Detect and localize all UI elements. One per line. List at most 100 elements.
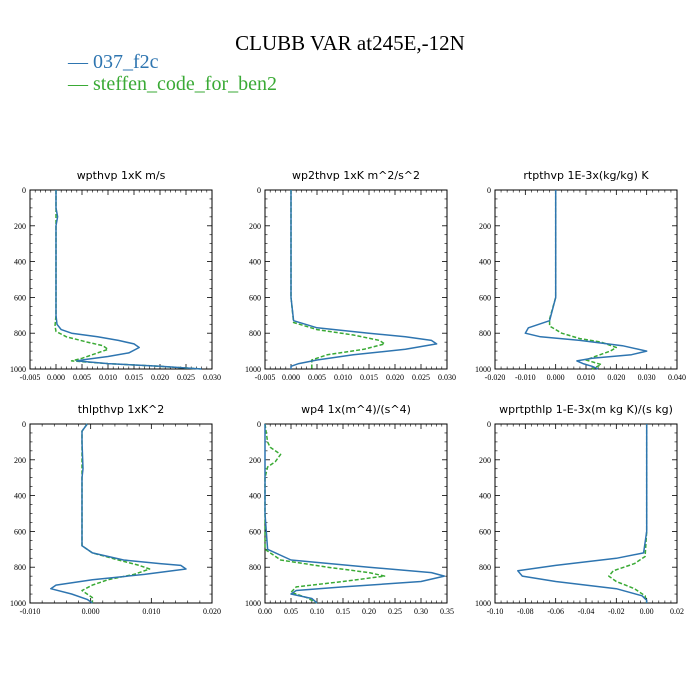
x-tick-label: -0.005 bbox=[255, 373, 276, 382]
x-tick-label: 0.010 bbox=[577, 373, 595, 382]
x-tick-label: 0.010 bbox=[334, 373, 352, 382]
y-tick-label: 200 bbox=[249, 456, 261, 465]
y-tick-label: 600 bbox=[479, 527, 491, 536]
y-tick-label: 400 bbox=[14, 492, 26, 501]
series-line-steffen-code-for-ben2 bbox=[548, 190, 618, 370]
y-tick-label: 800 bbox=[479, 329, 491, 338]
x-tick-label: 0.35 bbox=[440, 607, 454, 616]
x-tick-label: 0.30 bbox=[414, 607, 428, 616]
x-tick-label: 0.020 bbox=[203, 607, 221, 616]
y-tick-label: 600 bbox=[14, 527, 26, 536]
x-tick-label: 0.030 bbox=[203, 373, 221, 382]
x-tick-label: -0.10 bbox=[487, 607, 504, 616]
subplot-title: wprtpthlp 1-E-3x(m kg K)/(s kg) bbox=[499, 403, 673, 416]
figure-title: CLUBB VAR at245E,-12N bbox=[235, 31, 465, 55]
y-tick-label: 1000 bbox=[475, 365, 491, 374]
subplot-title: wpthvp 1xK m/s bbox=[77, 169, 166, 182]
subplot-1: wpthvp 1xK m/s -0.005 0.000 0.005 0.010 0.015… bbox=[10, 169, 221, 382]
y-tick-label: 0 bbox=[257, 186, 261, 195]
x-tick-label: 0.030 bbox=[638, 373, 656, 382]
y-tick-label: 0 bbox=[257, 420, 261, 429]
y-tick-label: 400 bbox=[249, 258, 261, 267]
subplot-title: wp2thvp 1xK m^2/s^2 bbox=[292, 169, 420, 182]
y-tick-label: 600 bbox=[479, 293, 491, 302]
subplot-4: thlpthvp 1xK^2 -0.010 0.000 0.010 0.020 0 200 4… bbox=[10, 403, 221, 616]
y-tick-label: 1000 bbox=[10, 599, 26, 608]
x-tick-label: 0.000 bbox=[547, 373, 565, 382]
y-tick-label: 1000 bbox=[245, 365, 261, 374]
y-tick-label: 600 bbox=[14, 293, 26, 302]
plot-frame bbox=[494, 189, 678, 370]
x-tick-label: 0.005 bbox=[73, 373, 91, 382]
x-tick-label: 0.10 bbox=[310, 607, 324, 616]
legend-entry-steffen-code-for-ben2: — steffen_code_for_ben2 bbox=[67, 73, 277, 95]
x-tick-label: -0.04 bbox=[578, 607, 595, 616]
y-tick-label: 1000 bbox=[475, 599, 491, 608]
series-line-037-f2c bbox=[50, 423, 187, 604]
x-tick-label: 0.20 bbox=[362, 607, 376, 616]
y-tick-label: 400 bbox=[479, 258, 491, 267]
plot-frame bbox=[264, 423, 448, 604]
y-tick-label: 800 bbox=[14, 329, 26, 338]
y-tick-label: 200 bbox=[479, 222, 491, 231]
y-tick-label: 600 bbox=[249, 527, 261, 536]
x-tick-label: 0.040 bbox=[668, 373, 686, 382]
y-tick-label: 200 bbox=[479, 456, 491, 465]
y-tick-label: 600 bbox=[249, 293, 261, 302]
y-tick-label: 400 bbox=[479, 492, 491, 501]
subplot-title: wp4 1x(m^4)/(s^4) bbox=[301, 403, 411, 416]
subplot-title: thlpthvp 1xK^2 bbox=[78, 403, 165, 416]
x-tick-label: -0.08 bbox=[517, 607, 534, 616]
y-tick-label: 0 bbox=[22, 420, 26, 429]
y-tick-label: 800 bbox=[249, 563, 261, 572]
subplot-3: rtpthvp 1E-3x(kg/kg) K -0.020 -0.010 0.000 0… bbox=[475, 169, 686, 382]
x-tick-label: 0.010 bbox=[99, 373, 117, 382]
y-tick-label: 200 bbox=[14, 222, 26, 231]
x-tick-label: 0.00 bbox=[640, 607, 654, 616]
y-tick-label: 800 bbox=[479, 563, 491, 572]
x-tick-label: 0.000 bbox=[47, 373, 65, 382]
x-tick-label: 0.05 bbox=[284, 607, 298, 616]
x-tick-label: 0.00 bbox=[258, 607, 272, 616]
subplot-6: wprtpthlp 1-E-3x(m kg K)/(s kg) -0.10 -0.0… bbox=[475, 403, 684, 616]
legend-entry-037-f2c: — 037_f2c bbox=[67, 51, 159, 73]
y-tick-label: 0 bbox=[487, 186, 491, 195]
x-tick-label: 0.025 bbox=[412, 373, 430, 382]
series-line-037-f2c bbox=[524, 190, 648, 370]
series-line-steffen-code-for-ben2 bbox=[81, 423, 151, 603]
y-tick-label: 0 bbox=[487, 420, 491, 429]
x-tick-label: -0.06 bbox=[547, 607, 564, 616]
y-tick-label: 800 bbox=[249, 329, 261, 338]
y-tick-label: 400 bbox=[14, 258, 26, 267]
y-tick-label: 1000 bbox=[245, 599, 261, 608]
series-line-037-f2c bbox=[264, 424, 446, 604]
series-line-037-f2c bbox=[55, 190, 202, 370]
y-tick-label: 400 bbox=[249, 492, 261, 501]
x-tick-label: 0.025 bbox=[177, 373, 195, 382]
x-tick-label: -0.010 bbox=[515, 373, 536, 382]
y-tick-label: 200 bbox=[249, 222, 261, 231]
subplot-5: wp4 1x(m^4)/(s^4) 0.00 0.05 0.10 0.15 0.20 0.2… bbox=[245, 403, 454, 616]
series-line-steffen-code-for-ben2 bbox=[608, 424, 648, 604]
y-tick-label: 1000 bbox=[10, 365, 26, 374]
series-line-037-f2c bbox=[517, 424, 648, 603]
x-tick-label: -0.005 bbox=[20, 373, 41, 382]
x-tick-label: 0.005 bbox=[308, 373, 326, 382]
x-tick-label: 0.15 bbox=[336, 607, 350, 616]
x-tick-label: 0.25 bbox=[388, 607, 402, 616]
subplot-2: wp2thvp 1xK m^2/s^2 -0.005 0.000 0.005 0.010… bbox=[245, 169, 456, 382]
series-line-037-f2c bbox=[290, 190, 438, 369]
series-line-steffen-code-for-ben2 bbox=[290, 190, 386, 369]
x-tick-label: 0.020 bbox=[151, 373, 169, 382]
x-tick-label: -0.020 bbox=[485, 373, 506, 382]
x-tick-label: -0.02 bbox=[608, 607, 625, 616]
x-tick-label: -0.010 bbox=[20, 607, 41, 616]
x-tick-label: 0.020 bbox=[386, 373, 404, 382]
y-tick-label: 200 bbox=[14, 456, 26, 465]
x-tick-label: 0.000 bbox=[282, 373, 300, 382]
plot-frame bbox=[264, 189, 448, 370]
x-tick-label: 0.015 bbox=[125, 373, 143, 382]
x-tick-label: 0.010 bbox=[142, 607, 160, 616]
